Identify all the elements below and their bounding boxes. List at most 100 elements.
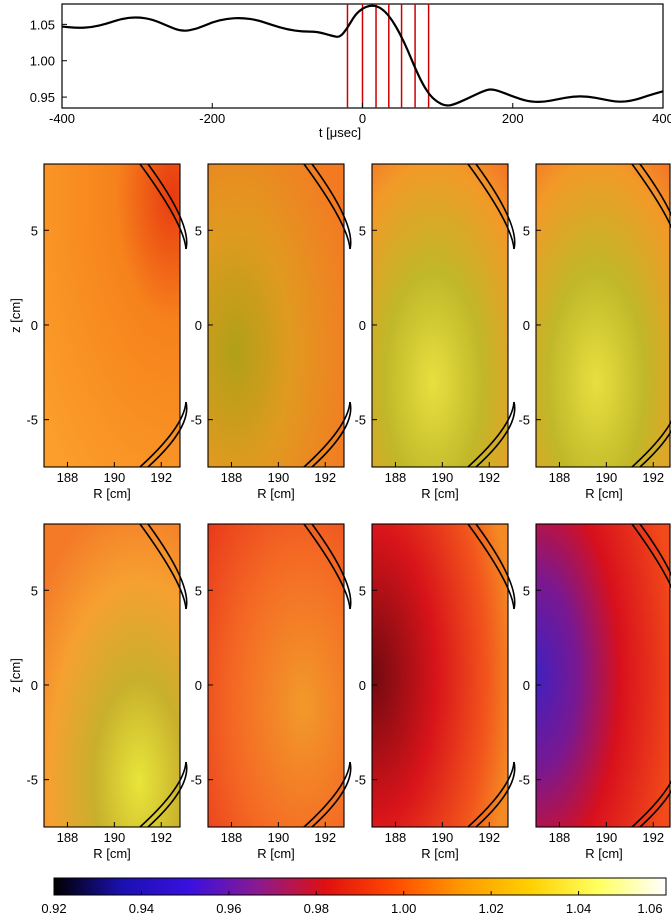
panel-x-axis-label: R [cm] — [585, 846, 623, 861]
heatmap-panel-4: 188 190 192 R [cm] 5 0 -5 — [518, 163, 671, 501]
panel-x-tick-label: 188 — [385, 470, 407, 485]
heatmap-fill — [208, 524, 344, 827]
panel-x-axis-label: R [cm] — [585, 486, 623, 501]
panel-x-tick-label: 188 — [57, 470, 79, 485]
panel-x-axis-label: R [cm] — [421, 486, 459, 501]
panel-x-tick-label: 192 — [150, 830, 172, 845]
wall-arc-upper-1 — [631, 163, 671, 229]
panel-frame — [535, 163, 671, 468]
panel-frame — [43, 163, 181, 468]
panel-frame — [371, 523, 509, 828]
heatmap-panel-1: 188 190 192 R [cm] 5 0 -5 z [cm] — [8, 163, 188, 501]
panel-x-tick-label: 190 — [595, 470, 617, 485]
panel-y-tick-label: 5 — [195, 583, 202, 598]
trace-x-axis-label: t [μsec] — [319, 125, 361, 140]
panel-y-axis-label: z [cm] — [8, 298, 23, 333]
trace-y-tick-label: 1.00 — [30, 54, 55, 69]
wall-arc-upper-1 — [139, 523, 187, 610]
panel-y-tick-label: 0 — [195, 318, 202, 333]
panel-frame — [207, 163, 345, 468]
colorbar-tick-label: 1.00 — [391, 901, 416, 916]
panel-y-tick-label: 5 — [195, 223, 202, 238]
wall-arc-upper-2 — [639, 163, 671, 217]
panel-x-tick-label: 188 — [221, 830, 243, 845]
wall-arc-upper-1 — [303, 163, 351, 250]
heatmap-panel-5: 188 190 192 R [cm] 5 0 -5 z [cm] — [8, 523, 188, 861]
wall-arc-lower-1 — [631, 780, 671, 828]
panel-y-tick-label: 5 — [359, 223, 366, 238]
wall-arc-lower-2 — [639, 429, 671, 468]
heatmap-panels-grid: 188 190 192 R [cm] 5 0 -5 z [cm] 188 190 192 R [cm]… — [8, 163, 671, 861]
colorbar-tick-label: 0.94 — [129, 901, 154, 916]
panel-y-tick-label: 0 — [31, 678, 38, 693]
heatmap-panel-2: 188 190 192 R [cm] 5 0 -5 — [190, 163, 352, 501]
heatmap-panel-6: 188 190 192 R [cm] 5 0 -5 — [190, 523, 352, 861]
panel-y-tick-label: 0 — [523, 318, 530, 333]
colorbar: 0.92 0.94 0.96 0.98 1.00 1.02 1.04 1.06 — [41, 877, 667, 916]
trace-x-axis: -400 -200 0 200 400 — [49, 103, 671, 126]
panel-y-tick-label: -5 — [354, 773, 366, 788]
heatmap-fill — [44, 524, 180, 827]
heatmap-panel-8: 188 190 192 R [cm] 5 0 -5 — [518, 523, 671, 861]
panel-y-tick-label: -5 — [26, 413, 38, 428]
panel-x-axis-label: R [cm] — [93, 486, 131, 501]
panel-y-tick-label: 5 — [359, 583, 366, 598]
panel-y-tick-label: -5 — [190, 773, 202, 788]
panel-x-tick-label: 192 — [642, 830, 664, 845]
heatmap-panel-3: 188 190 192 R [cm] 5 0 -5 — [354, 163, 516, 501]
wall-arc-lower-1 — [139, 401, 187, 468]
panel-y-tick-label: 0 — [359, 318, 366, 333]
wall-arc-lower-1 — [467, 761, 515, 828]
panel-frame — [535, 523, 671, 828]
wall-arc-lower-2 — [639, 789, 671, 828]
panel-x-tick-label: 192 — [314, 470, 336, 485]
panel-y-tick-label: 5 — [523, 223, 530, 238]
panel-x-tick-label: 190 — [267, 830, 289, 845]
panel-y-tick-label: 5 — [31, 223, 38, 238]
wall-arc-lower-1 — [139, 761, 187, 828]
panel-frame — [207, 523, 345, 828]
colorbar-tick-label: 0.96 — [216, 901, 241, 916]
trace-x-tick-label: 200 — [502, 111, 524, 126]
panel-x-tick-label: 190 — [431, 830, 453, 845]
wall-arc-lower-1 — [631, 420, 671, 468]
trace-y-axis: 0.95 1.00 1.05 — [30, 17, 67, 105]
heatmap-fill — [208, 164, 344, 467]
heatmap-fill — [536, 524, 670, 827]
panel-x-tick-label: 192 — [314, 830, 336, 845]
panel-y-axis-label: z [cm] — [8, 658, 23, 693]
heatmap-fill — [372, 164, 508, 467]
heatmap-fill — [372, 524, 508, 827]
panel-x-tick-label: 188 — [549, 830, 571, 845]
panel-x-axis-label: R [cm] — [257, 846, 295, 861]
panel-x-tick-label: 192 — [478, 470, 500, 485]
panel-frame — [43, 523, 181, 828]
panel-y-tick-label: 5 — [31, 583, 38, 598]
panel-y-tick-label: -5 — [518, 413, 530, 428]
panel-x-tick-label: 188 — [549, 470, 571, 485]
panel-x-tick-label: 188 — [221, 470, 243, 485]
panel-y-tick-label: 0 — [195, 678, 202, 693]
colorbar-tick-label: 1.04 — [566, 901, 591, 916]
wall-arc-upper-1 — [631, 523, 671, 589]
panel-x-tick-label: 190 — [267, 470, 289, 485]
panel-x-tick-label: 188 — [385, 830, 407, 845]
colorbar-tick-label: 0.92 — [41, 901, 66, 916]
panel-x-tick-label: 192 — [642, 470, 664, 485]
heatmap-fill — [44, 164, 180, 467]
colorbar-tick-label: 1.02 — [478, 901, 503, 916]
wall-arc-upper-2 — [639, 523, 671, 577]
panel-x-tick-label: 190 — [103, 830, 125, 845]
panel-x-tick-label: 190 — [595, 830, 617, 845]
panel-y-tick-label: 5 — [523, 583, 530, 598]
wall-arc-lower-1 — [467, 401, 515, 468]
panel-y-tick-label: -5 — [190, 413, 202, 428]
time-trace-chart: -400 -200 0 200 400 0.95 1.00 1.05 t [μsec] — [30, 3, 671, 140]
panel-y-tick-label: 0 — [31, 318, 38, 333]
trace-series-line — [61, 4, 664, 107]
colorbar-tick-label: 1.06 — [637, 901, 662, 916]
trace-x-tick-label: -200 — [199, 111, 225, 126]
wall-arc-upper-1 — [467, 523, 515, 610]
trace-x-tick-label: 0 — [359, 111, 366, 126]
